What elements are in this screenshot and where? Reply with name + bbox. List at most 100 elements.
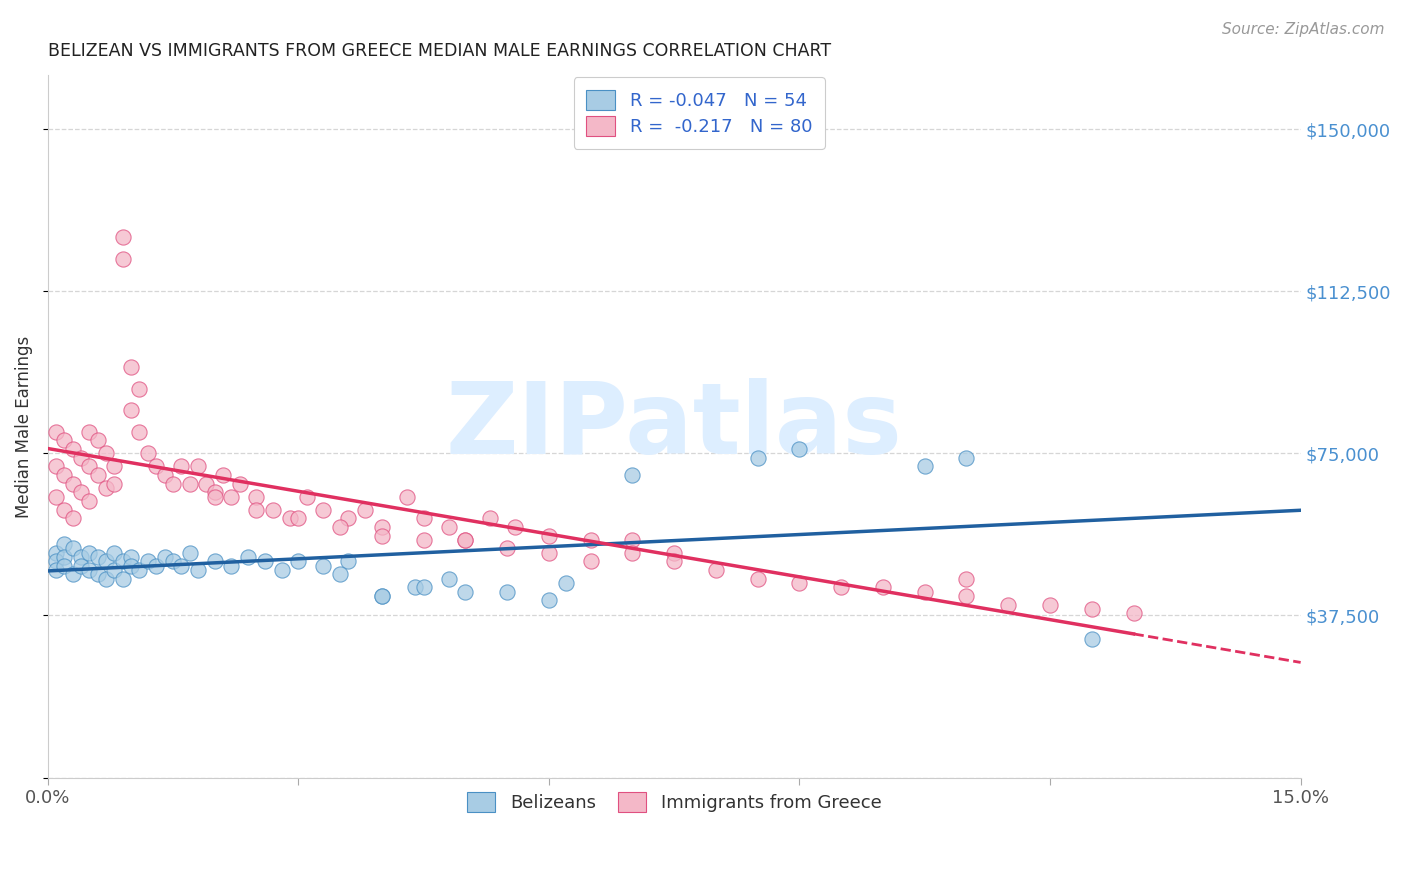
Point — [537, 593, 560, 607]
Point — [245, 502, 267, 516]
Point — [337, 511, 360, 525]
Point — [204, 554, 226, 568]
Point — [496, 541, 519, 556]
Point — [329, 520, 352, 534]
Point — [62, 567, 84, 582]
Point — [70, 450, 93, 465]
Point — [53, 502, 76, 516]
Point — [53, 468, 76, 483]
Point — [412, 533, 434, 547]
Point — [312, 502, 335, 516]
Point — [337, 554, 360, 568]
Point — [747, 450, 769, 465]
Point — [53, 434, 76, 448]
Point — [914, 459, 936, 474]
Point — [103, 546, 125, 560]
Point — [412, 581, 434, 595]
Point — [128, 382, 150, 396]
Point — [437, 520, 460, 534]
Point — [111, 252, 134, 266]
Point — [505, 520, 527, 534]
Point — [245, 490, 267, 504]
Point — [195, 476, 218, 491]
Point — [312, 558, 335, 573]
Point — [79, 563, 101, 577]
Point — [662, 554, 685, 568]
Point — [120, 403, 142, 417]
Point — [162, 476, 184, 491]
Point — [120, 359, 142, 374]
Point — [136, 446, 159, 460]
Point — [437, 572, 460, 586]
Point — [579, 554, 602, 568]
Point — [103, 476, 125, 491]
Point — [621, 468, 644, 483]
Point — [287, 554, 309, 568]
Point — [1081, 602, 1104, 616]
Point — [395, 490, 418, 504]
Point — [128, 563, 150, 577]
Point — [45, 546, 67, 560]
Point — [662, 546, 685, 560]
Point — [79, 546, 101, 560]
Point — [153, 550, 176, 565]
Point — [94, 554, 117, 568]
Point — [479, 511, 502, 525]
Point — [179, 476, 201, 491]
Point — [537, 546, 560, 560]
Point — [454, 533, 477, 547]
Point — [295, 490, 318, 504]
Point — [997, 598, 1019, 612]
Point — [87, 567, 110, 582]
Point — [79, 494, 101, 508]
Point — [454, 533, 477, 547]
Point — [53, 550, 76, 565]
Point — [1122, 607, 1144, 621]
Point — [120, 558, 142, 573]
Point — [371, 589, 394, 603]
Point — [53, 537, 76, 551]
Point — [70, 558, 93, 573]
Point — [537, 528, 560, 542]
Point — [955, 572, 977, 586]
Point — [554, 576, 576, 591]
Point — [53, 558, 76, 573]
Point — [830, 581, 852, 595]
Point — [872, 581, 894, 595]
Point — [94, 572, 117, 586]
Point — [62, 511, 84, 525]
Point — [62, 442, 84, 456]
Point — [404, 581, 426, 595]
Point — [111, 230, 134, 244]
Point — [412, 511, 434, 525]
Point — [62, 541, 84, 556]
Point — [87, 434, 110, 448]
Point — [94, 446, 117, 460]
Point — [103, 459, 125, 474]
Point — [371, 589, 394, 603]
Legend: Belizeans, Immigrants from Greece: Belizeans, Immigrants from Greece — [454, 780, 894, 825]
Point — [221, 490, 243, 504]
Point — [128, 425, 150, 439]
Point — [329, 567, 352, 582]
Point — [145, 459, 167, 474]
Point — [704, 563, 727, 577]
Y-axis label: Median Male Earnings: Median Male Earnings — [15, 335, 32, 517]
Point — [371, 528, 394, 542]
Point — [62, 476, 84, 491]
Point — [955, 589, 977, 603]
Point — [170, 558, 193, 573]
Point — [914, 584, 936, 599]
Point — [221, 558, 243, 573]
Point — [747, 572, 769, 586]
Point — [170, 459, 193, 474]
Point — [1039, 598, 1062, 612]
Point — [579, 533, 602, 547]
Point — [278, 511, 301, 525]
Point — [212, 468, 235, 483]
Point — [253, 554, 276, 568]
Point — [45, 425, 67, 439]
Point — [87, 550, 110, 565]
Point — [229, 476, 252, 491]
Point — [45, 563, 67, 577]
